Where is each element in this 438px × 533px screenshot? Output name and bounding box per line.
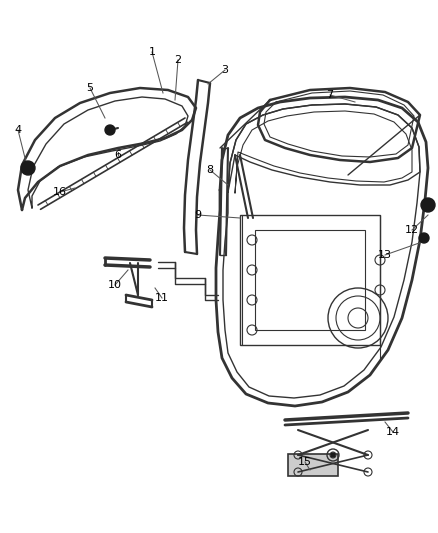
Circle shape [331, 453, 335, 457]
Circle shape [105, 125, 115, 135]
Text: 15: 15 [298, 457, 312, 467]
Text: 2: 2 [174, 55, 182, 65]
Text: 4: 4 [14, 125, 21, 135]
Text: 9: 9 [194, 210, 201, 220]
Bar [288, 454, 338, 476]
Circle shape [421, 198, 435, 212]
Text: 11: 11 [155, 293, 169, 303]
Text: 12: 12 [405, 225, 419, 235]
Text: 14: 14 [386, 427, 400, 437]
Text: 10: 10 [108, 280, 122, 290]
Text: 1: 1 [148, 47, 155, 57]
Circle shape [21, 161, 35, 175]
Circle shape [419, 233, 429, 243]
Text: 8: 8 [206, 165, 214, 175]
Text: 6: 6 [114, 150, 121, 160]
Text: 3: 3 [222, 65, 229, 75]
Text: 13: 13 [378, 250, 392, 260]
Text: 16: 16 [53, 187, 67, 197]
Text: 7: 7 [326, 90, 334, 100]
Text: 5: 5 [86, 83, 93, 93]
